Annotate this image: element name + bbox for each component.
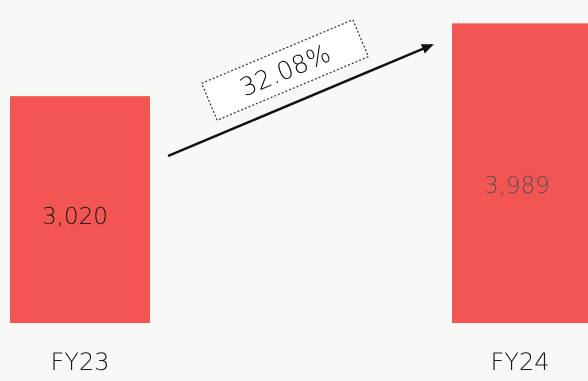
category-label-fy24: FY24 [490, 348, 549, 376]
growth-arrow [167, 43, 434, 158]
bar-value-labels: 3,020 3,989 [42, 173, 550, 230]
bar-value-label-fy23: 3,020 [42, 204, 108, 230]
bars [10, 23, 588, 323]
bar-value-label-fy24: 3,989 [484, 173, 550, 199]
bar-fy24 [452, 23, 588, 323]
growth-callout-box [200, 19, 370, 121]
bar-fy23 [10, 96, 150, 323]
category-labels: FY23 FY24 [50, 348, 549, 376]
growth-callout: 32.08% [200, 19, 370, 121]
category-label-fy23: FY23 [50, 348, 109, 376]
